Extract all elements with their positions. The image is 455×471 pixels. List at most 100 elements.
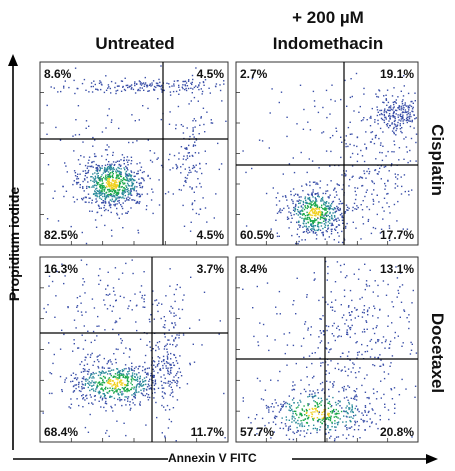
event-dot	[403, 138, 405, 140]
event-dot	[124, 89, 127, 92]
event-dot	[202, 197, 204, 199]
event-dot	[124, 200, 126, 202]
event-dot	[133, 379, 135, 381]
event-dot	[79, 173, 81, 175]
event-dot	[351, 299, 353, 302]
event-dot	[170, 369, 172, 371]
event-dot	[116, 372, 119, 374]
event-dot	[63, 195, 65, 198]
event-dot	[344, 370, 347, 372]
event-dot	[171, 307, 174, 309]
event-dot	[167, 380, 170, 382]
event-dot	[310, 326, 312, 328]
event-dot	[402, 120, 404, 122]
event-dot	[406, 317, 408, 319]
event-dot	[349, 143, 351, 146]
event-dot	[375, 134, 377, 137]
event-dot	[129, 175, 131, 177]
event-dot	[383, 114, 386, 117]
event-dot	[259, 322, 261, 324]
event-dot	[351, 405, 353, 408]
event-dot	[101, 382, 103, 384]
event-dot	[178, 86, 180, 88]
event-dot	[121, 374, 123, 376]
event-dot	[82, 378, 85, 380]
event-dot	[352, 175, 354, 177]
event-dot	[89, 165, 91, 168]
event-dot	[299, 414, 301, 416]
event-dot	[335, 127, 337, 129]
event-dot	[310, 432, 312, 434]
event-dot	[188, 144, 190, 147]
event-dot	[361, 316, 364, 318]
event-dot	[180, 172, 182, 174]
event-dot	[380, 228, 383, 230]
event-dot	[297, 228, 299, 230]
event-dot	[311, 201, 313, 203]
event-dot	[127, 210, 129, 213]
event-dot	[132, 182, 135, 185]
event-dot	[120, 173, 122, 176]
event-dot	[151, 84, 153, 86]
event-dot	[371, 131, 374, 133]
event-dot	[389, 124, 391, 127]
event-dot	[286, 218, 289, 220]
event-dot	[328, 196, 330, 198]
event-dot	[303, 108, 305, 111]
event-dot	[87, 171, 89, 173]
event-dot	[384, 165, 387, 168]
event-dot	[322, 234, 324, 237]
event-dot	[95, 163, 97, 166]
event-dot	[143, 384, 145, 386]
event-dot	[107, 183, 109, 185]
event-dot	[380, 165, 382, 167]
event-dot	[345, 170, 347, 172]
event-dot	[139, 169, 142, 171]
event-dot	[387, 192, 389, 195]
event-dot	[301, 217, 303, 219]
event-dot	[140, 84, 143, 86]
event-dot	[76, 182, 79, 184]
event-dot	[309, 205, 312, 208]
event-dot	[126, 186, 128, 188]
event-dot	[139, 381, 141, 383]
event-dot	[158, 362, 160, 365]
event-dot	[169, 343, 171, 345]
event-dot	[81, 383, 84, 385]
event-dot	[311, 407, 313, 410]
event-dot	[288, 438, 291, 440]
event-dot	[387, 150, 389, 153]
event-dot	[399, 124, 401, 127]
event-dot	[131, 365, 133, 368]
event-dot	[321, 419, 323, 421]
event-dot	[320, 199, 322, 201]
event-dot	[317, 216, 319, 219]
event-dot	[306, 217, 308, 219]
event-dot	[389, 365, 391, 367]
event-dot	[310, 206, 312, 209]
event-dot	[343, 390, 345, 392]
event-dot	[132, 141, 134, 144]
event-dot	[89, 413, 91, 416]
event-dot	[268, 406, 270, 409]
event-dot	[72, 372, 75, 374]
event-dot	[161, 360, 163, 363]
event-dot	[87, 169, 90, 172]
event-dot	[101, 190, 103, 193]
event-dot	[312, 189, 314, 191]
event-dot	[96, 356, 98, 358]
event-dot	[194, 126, 196, 128]
event-dot	[356, 357, 358, 359]
event-dot	[301, 239, 303, 241]
event-dot	[285, 416, 287, 418]
event-dot	[113, 168, 115, 171]
event-dot	[119, 374, 121, 377]
event-dot	[329, 207, 331, 210]
event-dot	[204, 79, 207, 81]
event-dot	[334, 299, 337, 301]
event-dot	[91, 91, 94, 93]
event-dot	[394, 109, 397, 111]
event-dot	[167, 370, 169, 373]
event-dot	[119, 372, 121, 374]
event-dot	[293, 213, 295, 216]
